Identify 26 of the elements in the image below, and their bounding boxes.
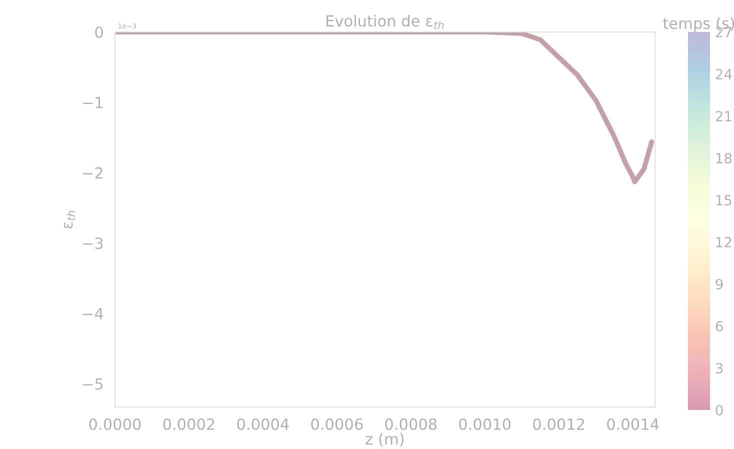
y-tick-label: 0 [95, 26, 103, 38]
x-tick-label: 0.0006 [311, 418, 363, 430]
color-bar-label: 9 [716, 278, 723, 290]
x-tick-label: 0.0002 [163, 418, 214, 430]
x-tick-label: 0.0000 [89, 418, 141, 430]
x-tick-label: 0.0014 [607, 418, 659, 430]
color-bar-label: 18 [716, 152, 732, 164]
y-axis-title: ε$_{th}$ [64, 210, 75, 228]
color-bar-label: 6 [716, 320, 723, 332]
color-bar-label: 12 [716, 236, 732, 248]
y-tick-label: −5 [82, 378, 103, 390]
color-bar-label: 15 [716, 195, 732, 206]
y-tick-label: −3 [82, 238, 103, 250]
x-tick-label: 0.0004 [237, 418, 289, 430]
color-bar-label: 24 [716, 68, 732, 80]
x-tick-label: 0.0012 [533, 418, 584, 430]
y-tick-label: −1 [82, 97, 102, 108]
x-axis-title: z (m) [366, 432, 404, 447]
y-tick-label: −2 [82, 167, 102, 179]
x-tick-label: 0.0008 [385, 418, 437, 430]
x-tick-label: 0.0010 [459, 418, 511, 430]
color-bar-label: 0 [716, 404, 723, 416]
color-bar-label: 3 [716, 362, 723, 374]
y-tick-label: −4 [82, 308, 104, 320]
chart-title: Evolution de ε$_{th}$ [326, 14, 444, 29]
color-bar-label: 21 [716, 110, 732, 122]
